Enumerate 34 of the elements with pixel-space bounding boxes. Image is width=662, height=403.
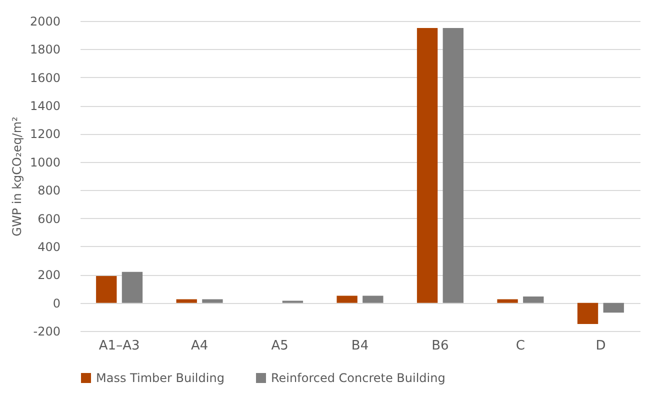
y-axis-title: GWP in kgCO₂eq/m²: [10, 116, 24, 236]
y-tick-label: 400: [38, 240, 60, 254]
bar: [336, 296, 358, 303]
y-tick-label: -200: [33, 324, 60, 338]
x-tick-label: B4: [351, 338, 369, 354]
y-tick-label: 200: [38, 268, 60, 282]
bar: [96, 276, 117, 303]
x-tick-label: B6: [432, 338, 449, 354]
y-tick-label: 1200: [30, 127, 60, 142]
y-tick-label: 2000: [30, 14, 60, 28]
legend-label: Reinforced Concrete Building: [271, 371, 446, 385]
bar: [202, 299, 223, 303]
bar: [362, 296, 384, 303]
x-tick-label: A5: [271, 338, 288, 354]
y-tick-label: 800: [38, 184, 60, 198]
y-tick-label: 600: [38, 212, 60, 226]
bar: [497, 299, 518, 303]
x-tick-label: A4: [190, 338, 208, 354]
y-tick-label: 1400: [30, 99, 60, 114]
bar: [523, 296, 544, 303]
bar: [176, 299, 197, 303]
bar: [603, 302, 624, 313]
x-tick-label: A1–A3: [98, 338, 140, 354]
x-tick-label: D: [596, 338, 606, 354]
y-tick-label: 1600: [30, 70, 60, 85]
bar: [416, 28, 438, 303]
bar: [442, 28, 464, 303]
x-tick-label: C: [516, 338, 525, 354]
y-tick-label: 1800: [30, 42, 60, 57]
y-tick-label: 0: [52, 296, 60, 310]
legend-label: Mass Timber Building: [96, 371, 224, 385]
y-tick-label: 1000: [30, 155, 60, 170]
bar: [577, 302, 598, 324]
bar: [122, 272, 143, 303]
